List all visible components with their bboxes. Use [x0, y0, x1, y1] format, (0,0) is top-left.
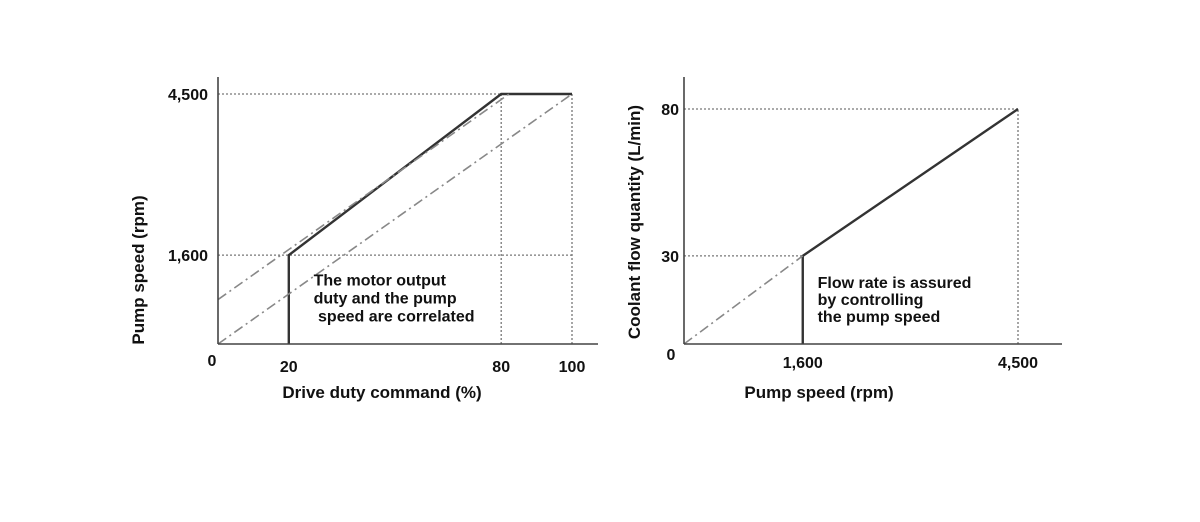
x-tick-label: 20	[280, 359, 298, 376]
y-tick-label: 4,500	[168, 87, 208, 104]
annotation-line: duty and the pump	[314, 291, 457, 308]
x-axis-label: Drive duty command (%)	[282, 383, 481, 402]
solid-series-line-0	[801, 108, 1019, 344]
x-tick-label: 4,500	[998, 355, 1038, 372]
dashdot-series-line-1	[217, 93, 510, 301]
y-tick-label: 80	[661, 102, 679, 119]
annotation-line: Flow rate is assured	[818, 275, 972, 292]
y-tick-label: 1,600	[168, 248, 208, 265]
y-tick-label: 30	[661, 249, 679, 266]
annotation-line: speed are correlated	[314, 309, 475, 326]
x-tick-label: 1,600	[783, 355, 823, 372]
x-tick-label: 0	[208, 353, 217, 370]
coolant-flow-vs-pump-speed-chart: 1,600 4,500 0 30 80 Pump speed (rpm) Coolant f…	[625, 77, 1062, 402]
y-axis-label: Pump speed (rpm)	[129, 195, 148, 344]
annotation-line: by controlling	[818, 292, 924, 309]
y-axis-label: Coolant flow quantity (L/min)	[625, 105, 644, 339]
x-axis-label: Pump speed (rpm)	[744, 383, 893, 402]
annotation-line: the pump speed	[818, 309, 941, 326]
y-tick-label: 0	[667, 347, 676, 364]
dashdot-series-line-1	[683, 255, 804, 345]
dashdot-series-line-2	[217, 93, 573, 345]
annotation-line: The motor output	[314, 273, 447, 290]
x-tick-label: 100	[559, 359, 586, 376]
solid-series-line-0	[287, 92, 572, 344]
pump-speed-vs-duty-chart: 0 20 80 100 1,600 4,500 Drive duty command (%)…	[129, 77, 598, 402]
x-tick-label: 80	[492, 359, 510, 376]
